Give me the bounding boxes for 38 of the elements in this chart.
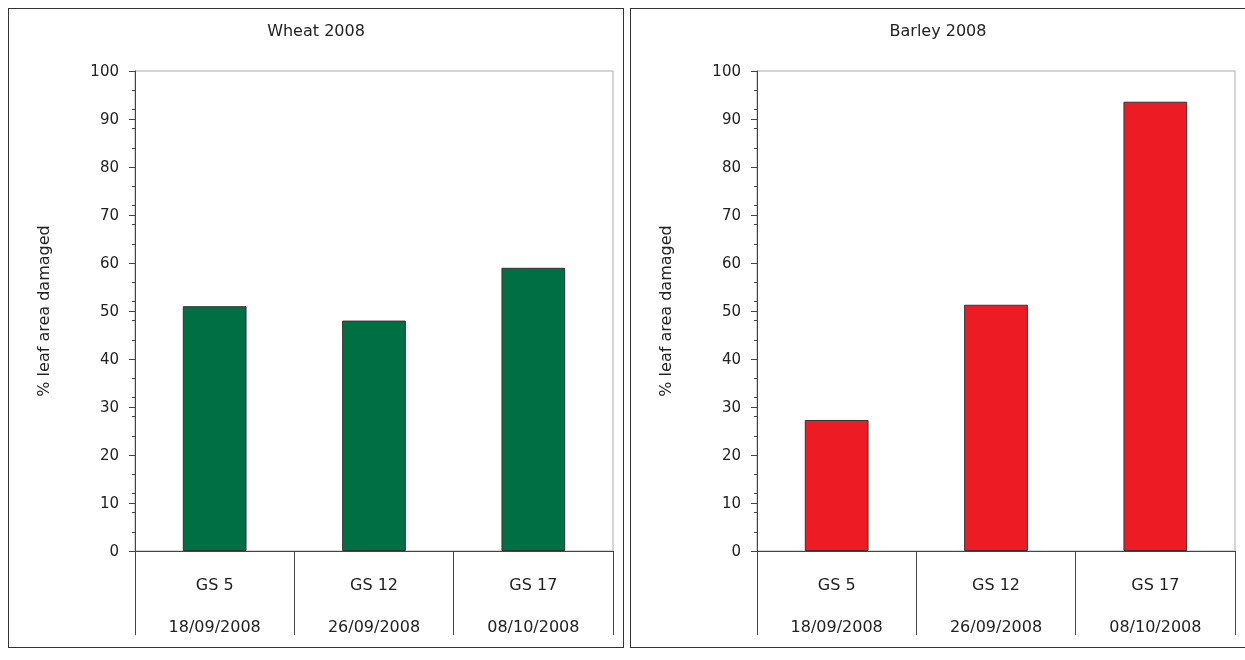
category-label: GS 12 26/09/2008	[949, 574, 1043, 636]
y-tick-label: 0	[731, 542, 741, 560]
y-tick-label: 90	[99, 110, 119, 128]
bar	[342, 320, 406, 551]
y-tick-label: 70	[99, 206, 119, 224]
bar	[182, 306, 247, 551]
chart-title: Wheat 2008	[267, 20, 365, 40]
y-tick-label: 70	[721, 206, 741, 224]
y-tick-label: 50	[721, 302, 741, 320]
category-label: GS 5 18/09/2008	[168, 574, 261, 636]
chart-title: Barley 2008	[889, 20, 987, 40]
y-tick-label: 0	[109, 542, 119, 560]
bar	[501, 267, 566, 551]
y-tick-label: 100	[90, 62, 119, 80]
category-label: GS 12 26/09/2008	[327, 574, 421, 636]
y-tick-label: 30	[99, 398, 119, 416]
y-tick-label: 40	[721, 350, 741, 368]
y-tick-label: 50	[99, 302, 119, 320]
y-tick-label: 10	[99, 494, 119, 512]
bar	[804, 419, 869, 551]
bar	[964, 304, 1028, 551]
y-tick-label: 30	[721, 398, 741, 416]
bar	[1123, 101, 1188, 551]
y-tick-label: 100	[712, 62, 741, 80]
y-tick-label: 10	[721, 494, 741, 512]
category-label: GS 17 08/10/2008	[1109, 574, 1202, 636]
y-tick-label: 80	[721, 158, 741, 176]
y-tick-label: 60	[721, 254, 741, 272]
category-label: GS 5 18/09/2008	[790, 574, 883, 636]
y-tick-label: 20	[99, 446, 119, 464]
category-label: GS 17 08/10/2008	[487, 574, 580, 636]
y-tick-label: 40	[99, 350, 119, 368]
y-tick-label: 90	[721, 110, 741, 128]
y-axis-title: % leaf area damaged	[655, 225, 675, 397]
y-tick-label: 20	[721, 446, 741, 464]
y-axis-title: % leaf area damaged	[33, 225, 53, 397]
y-tick-label: 80	[99, 158, 119, 176]
y-tick-label: 60	[99, 254, 119, 272]
